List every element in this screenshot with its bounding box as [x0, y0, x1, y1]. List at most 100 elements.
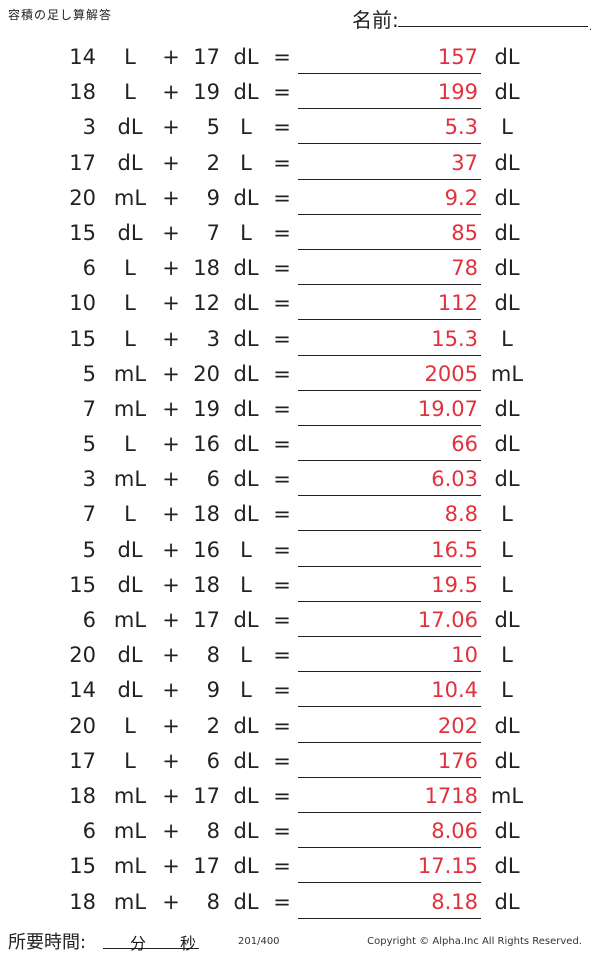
first-quantity: 7 — [82, 502, 96, 527]
first-unit: dL — [117, 537, 143, 562]
problem-row: 15 dL +18 L = 19.5 L — [0, 568, 600, 603]
first-unit: L — [124, 45, 136, 69]
equals-sign: = — [273, 889, 291, 914]
answer-underline — [298, 73, 481, 74]
first-quantity: 18 — [69, 889, 96, 914]
name-field: 名前: . — [352, 4, 592, 33]
second-quantity: 8 — [206, 643, 220, 668]
equals-sign: = — [273, 432, 291, 457]
equals-sign: = — [273, 572, 291, 597]
answer-unit: dL — [494, 889, 520, 914]
second-quantity: 5 — [206, 115, 220, 140]
answer-underline — [298, 636, 481, 637]
answer-unit: L — [501, 502, 513, 527]
equals-sign: = — [273, 291, 291, 316]
first-quantity: 14 — [69, 45, 96, 69]
answer-value: 199 — [437, 80, 478, 105]
problem-row: 14 dL +9 L = 10.4 L — [0, 673, 600, 708]
answer-value: 8.06 — [431, 819, 478, 844]
first-unit: mL — [113, 783, 147, 808]
problem-row: 18 mL +17 dL = 1718 mL — [0, 779, 600, 814]
second-quantity: 20 — [193, 361, 220, 386]
first-quantity: 15 — [69, 220, 96, 245]
answer-underline — [298, 776, 481, 778]
second-quantity: 16 — [193, 537, 220, 562]
equals-sign: = — [273, 608, 291, 632]
problem-row: 20 dL +8 L = 10 L — [0, 638, 600, 673]
plus-sign: + — [162, 396, 180, 421]
answer-value: 8.8 — [444, 502, 478, 527]
first-unit: dL — [117, 678, 143, 703]
answer-underline — [298, 389, 481, 391]
second-unit: L — [240, 572, 252, 597]
first-quantity: 6 — [82, 256, 96, 281]
plus-sign: + — [162, 889, 180, 914]
answer-value: 112 — [437, 291, 478, 316]
answer-unit: mL — [490, 361, 524, 386]
answer-value: 19.5 — [431, 572, 478, 597]
problem-row: 5 dL +16 L = 16.5 L — [0, 533, 600, 568]
second-quantity: 17 — [193, 854, 220, 879]
answer-unit: L — [501, 572, 513, 597]
first-quantity: 14 — [69, 678, 96, 703]
second-unit: L — [240, 537, 252, 562]
answer-underline — [298, 284, 481, 286]
first-unit: mL — [113, 396, 147, 421]
answer-value: 19.07 — [417, 396, 478, 421]
first-unit: dL — [117, 220, 143, 245]
copyright-notice: Copyright © Alpha.Inc All Rights Reserve… — [367, 936, 582, 947]
answer-underline — [298, 917, 481, 919]
problem-row: 15 L +3 dL = 15.3 L — [0, 322, 600, 357]
second-unit: dL — [233, 45, 259, 69]
first-unit: mL — [113, 819, 147, 844]
equals-sign: = — [273, 45, 291, 69]
problem-row: 5 L +16 dL = 66 dL — [0, 427, 600, 462]
first-quantity: 15 — [69, 854, 96, 879]
answer-underline — [298, 706, 481, 708]
first-quantity: 15 — [69, 572, 96, 597]
second-unit: dL — [233, 819, 259, 844]
first-quantity: 17 — [69, 150, 96, 175]
answer-value: 9.2 — [444, 185, 478, 210]
first-quantity: 5 — [82, 361, 96, 386]
answer-value: 78 — [451, 256, 478, 281]
second-quantity: 9 — [206, 678, 220, 703]
first-quantity: 5 — [82, 537, 96, 562]
first-unit: L — [124, 326, 136, 351]
answer-unit: dL — [494, 819, 520, 844]
answer-unit: dL — [494, 854, 520, 879]
second-unit: dL — [233, 185, 259, 210]
problem-row: 6 L +18 dL = 78 dL — [0, 251, 600, 286]
second-unit: dL — [233, 256, 259, 281]
second-quantity: 12 — [193, 291, 220, 316]
time-required-label: 所要時間: — [8, 932, 87, 953]
equals-sign: = — [273, 115, 291, 140]
answer-unit: dL — [494, 748, 520, 773]
answer-underline — [298, 248, 481, 250]
problem-row: 17 L +6 dL = 176 dL — [0, 744, 600, 779]
answer-unit: dL — [494, 45, 520, 69]
problem-row: 7 L +18 dL = 8.8 L — [0, 497, 600, 532]
answer-underline — [298, 319, 481, 321]
first-quantity: 3 — [82, 115, 96, 140]
second-unit: L — [240, 643, 252, 668]
equals-sign: = — [273, 361, 291, 386]
problem-row: 3 mL +6 dL = 6.03 dL — [0, 462, 600, 497]
second-unit: dL — [233, 291, 259, 316]
equals-sign: = — [273, 467, 291, 492]
answer-unit: dL — [494, 150, 520, 175]
answer-underline — [298, 847, 481, 849]
second-quantity: 9 — [206, 185, 220, 210]
first-unit: mL — [113, 467, 147, 492]
first-unit: L — [124, 80, 136, 105]
plus-sign: + — [162, 115, 180, 140]
problem-row: 20 L +2 dL = 202 dL — [0, 709, 600, 744]
answer-unit: mL — [490, 783, 524, 808]
answer-underline — [298, 565, 481, 567]
second-unit: dL — [233, 396, 259, 421]
second-unit: dL — [233, 80, 259, 105]
answer-value: 1718 — [424, 783, 478, 808]
first-quantity: 5 — [82, 432, 96, 457]
first-quantity: 18 — [69, 80, 96, 105]
equals-sign: = — [273, 678, 291, 703]
